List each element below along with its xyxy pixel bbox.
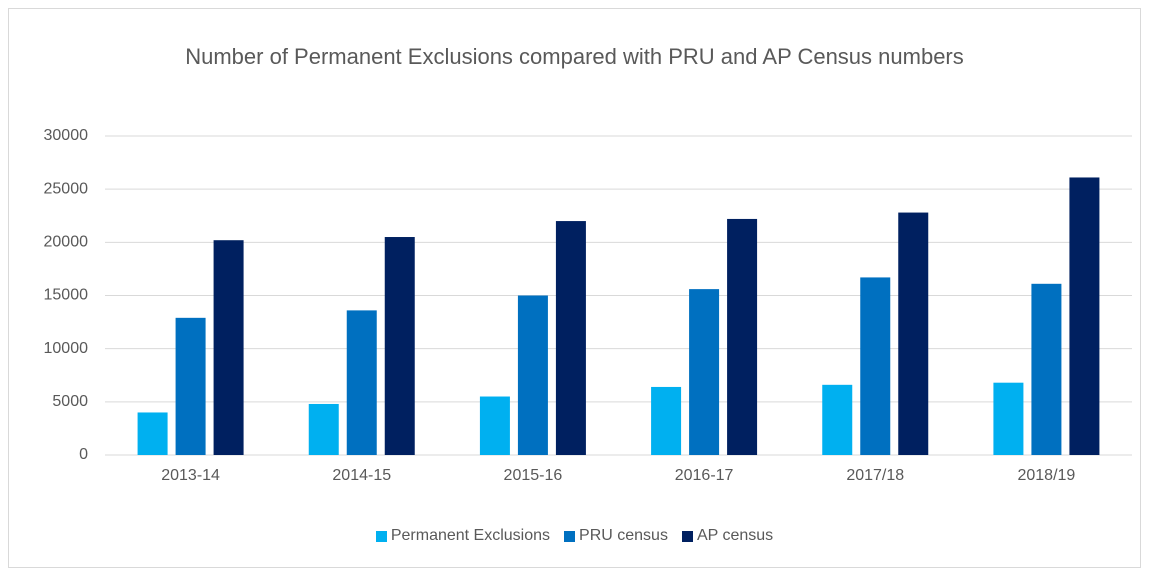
x-tick-label: 2017/18: [846, 467, 904, 484]
y-tick-label: 20000: [44, 234, 89, 251]
x-tick-label: 2018/19: [1017, 467, 1075, 484]
legend-swatch: [564, 530, 576, 542]
legend-label: PRU census: [579, 527, 668, 544]
legend-item: PRU census: [564, 527, 668, 545]
y-tick-label: 25000: [44, 180, 89, 197]
bar: [137, 412, 168, 455]
bar: [1031, 283, 1062, 455]
legend-label: AP census: [696, 527, 774, 544]
bar: [479, 396, 510, 455]
chart-title: Number of Permanent Exclusions compared …: [185, 44, 964, 69]
bar: [689, 289, 720, 455]
bar: [517, 295, 548, 455]
legend-swatch: [681, 530, 693, 542]
bar: [860, 277, 891, 455]
bar: [308, 403, 339, 455]
y-tick-label: 0: [79, 446, 88, 463]
bar: [993, 382, 1024, 455]
x-tick-label: 2014-15: [332, 467, 391, 484]
bar: [346, 310, 377, 455]
legend-item: AP census: [681, 527, 774, 545]
bar: [898, 212, 929, 455]
x-tick-label: 2016-17: [675, 467, 734, 484]
y-tick-label: 30000: [44, 127, 89, 144]
bar: [384, 237, 415, 455]
bar: [555, 221, 586, 455]
x-tick-label: 2015-16: [504, 467, 563, 484]
bar: [175, 317, 206, 455]
x-tick-label: 2013-14: [161, 467, 220, 484]
legend: Permanent Exclusions PRU census AP census: [0, 527, 1149, 545]
legend-label: Permanent Exclusions: [390, 527, 551, 544]
bar: [213, 240, 244, 455]
y-tick-label: 10000: [44, 340, 89, 357]
bar: [1069, 177, 1100, 455]
chart-border: [8, 8, 1141, 568]
y-tick-label: 15000: [44, 287, 89, 304]
y-tick-label: 5000: [52, 393, 88, 410]
bar: [822, 384, 853, 455]
bar: [727, 218, 758, 455]
legend-item: Permanent Exclusions: [375, 527, 551, 545]
legend-swatch: [375, 530, 387, 542]
bar: [651, 386, 682, 455]
